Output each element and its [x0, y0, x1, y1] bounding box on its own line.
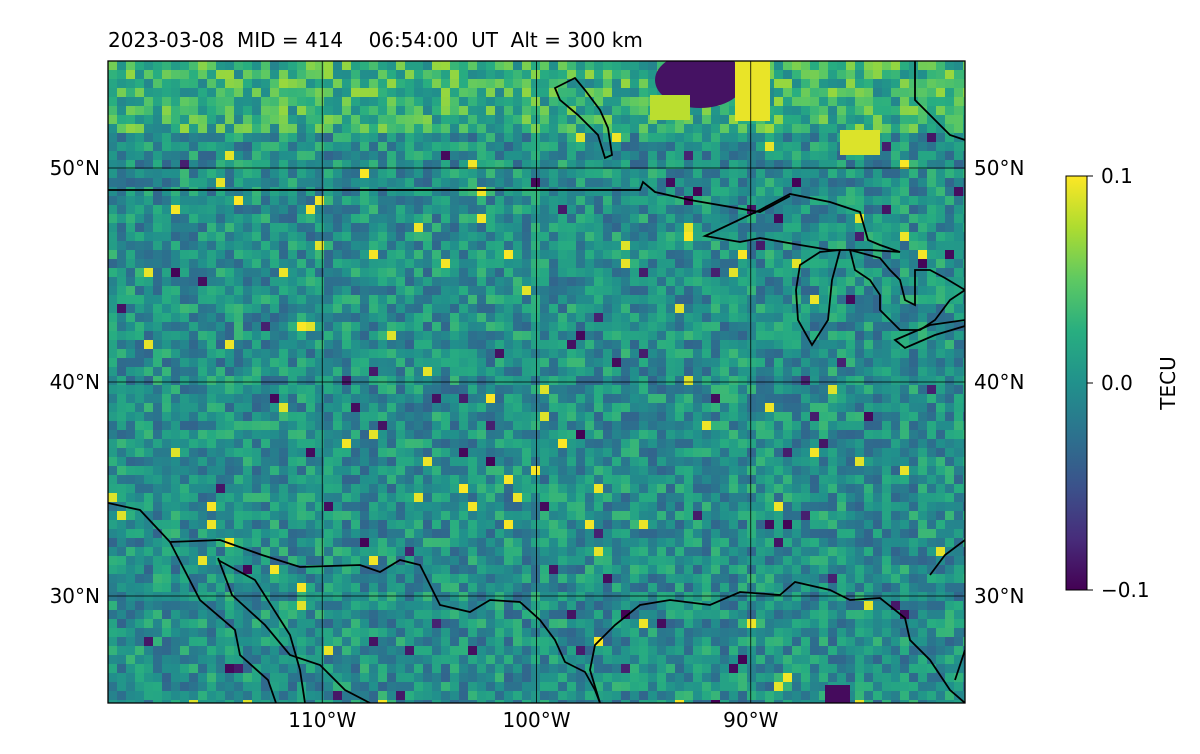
colorbar-tick-label: 0.0: [1101, 371, 1133, 395]
colorbar-tick-label: 0.1: [1101, 164, 1133, 188]
lon-tick-label: 100°W: [503, 708, 571, 732]
lat-tick-label: 30°N: [974, 584, 1024, 608]
map-title: 2023-03-08 MID = 414 06:54:00 UT Alt = 3…: [108, 28, 643, 52]
lat-tick-label: 30°N: [50, 584, 100, 608]
colorbar-ticks: 0.1 0.0 −0.1: [1087, 164, 1150, 602]
lat-tick-label: 40°N: [974, 370, 1024, 394]
lon-labels: 110°W 100°W 90°W: [288, 708, 778, 732]
lat-tick-label: 40°N: [50, 370, 100, 394]
colorbar: 0.1 0.0 −0.1 TECU: [1066, 164, 1180, 602]
colorbar-tick-label: −0.1: [1101, 578, 1150, 602]
tec-field: [108, 52, 973, 710]
lat-labels-right: 50°N 40°N 30°N: [974, 156, 1024, 608]
colorbar-gradient: [1066, 176, 1087, 590]
lat-labels-left: 50°N 40°N 30°N: [50, 156, 100, 608]
lon-tick-label: 90°W: [723, 708, 778, 732]
colorbar-label: TECU: [1156, 356, 1180, 410]
lat-tick-label: 50°N: [50, 156, 100, 180]
lon-tick-label: 110°W: [288, 708, 356, 732]
lat-tick-label: 50°N: [974, 156, 1024, 180]
